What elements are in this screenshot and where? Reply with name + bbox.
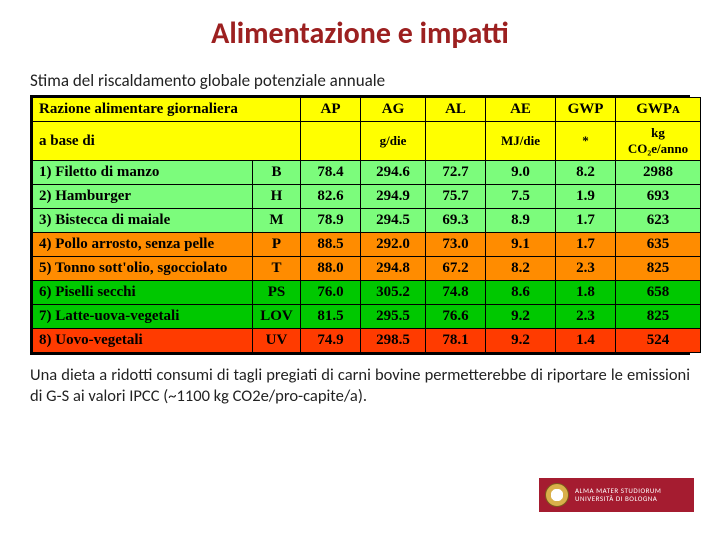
row-value: 524 [616, 329, 701, 353]
row-value: 81.5 [301, 305, 361, 329]
university-logo: ALMA MATER STUDIORUM UNIVERSITÀ DI BOLOG… [539, 478, 694, 512]
header-col-4: GWP [556, 98, 616, 122]
header-unit-5: kg CO₂e/anno [616, 122, 701, 161]
row-value: 76.6 [426, 305, 486, 329]
row-value: 1.7 [556, 209, 616, 233]
row-label: 4) Pollo arrosto, senza pelle [33, 233, 253, 257]
table-row: 2) HamburgerH82.6294.975.77.51.9693 [33, 185, 701, 209]
header-unit-0 [301, 122, 361, 161]
logo-text: ALMA MATER STUDIORUM UNIVERSITÀ DI BOLOG… [575, 487, 661, 502]
header-col-5: GWPᴀ [616, 98, 701, 122]
row-code: UV [253, 329, 301, 353]
row-value: 88.0 [301, 257, 361, 281]
table-row: 1) Filetto di manzoB78.4294.672.79.08.22… [33, 161, 701, 185]
row-value: 9.2 [486, 329, 556, 353]
header-col-1: AG [361, 98, 426, 122]
table-row: 6) Piselli secchiPS76.0305.274.88.61.865… [33, 281, 701, 305]
table-row: 8) Uovo-vegetaliUV74.9298.578.19.21.4524 [33, 329, 701, 353]
header-unit-1: g/die [361, 122, 426, 161]
row-value: 1.4 [556, 329, 616, 353]
row-value: 9.2 [486, 305, 556, 329]
row-value: 78.4 [301, 161, 361, 185]
row-label: 3) Bistecca di maiale [33, 209, 253, 233]
row-value: 8.6 [486, 281, 556, 305]
row-code: LOV [253, 305, 301, 329]
header-col-3: AE [486, 98, 556, 122]
row-value: 76.0 [301, 281, 361, 305]
row-value: 72.7 [426, 161, 486, 185]
row-code: B [253, 161, 301, 185]
row-value: 74.8 [426, 281, 486, 305]
header-unit-3: MJ/die [486, 122, 556, 161]
row-value: 78.9 [301, 209, 361, 233]
row-value: 69.3 [426, 209, 486, 233]
row-value: 693 [616, 185, 701, 209]
row-value: 2.3 [556, 257, 616, 281]
header-left-l1: Razione alimentare giornaliera [33, 98, 301, 122]
row-value: 825 [616, 257, 701, 281]
data-table: Razione alimentare giornalieraAPAGALAEGW… [32, 97, 701, 353]
row-value: 294.5 [361, 209, 426, 233]
row-value: 9.1 [486, 233, 556, 257]
row-value: 1.9 [556, 185, 616, 209]
row-value: 8.2 [556, 161, 616, 185]
row-label: 6) Piselli secchi [33, 281, 253, 305]
header-unit-2 [426, 122, 486, 161]
row-value: 1.8 [556, 281, 616, 305]
header-col-2: AL [426, 98, 486, 122]
row-value: 75.7 [426, 185, 486, 209]
row-value: 298.5 [361, 329, 426, 353]
row-value: 78.1 [426, 329, 486, 353]
table-row: 5) Tonno sott'olio, sgocciolatoT88.0294.… [33, 257, 701, 281]
row-value: 825 [616, 305, 701, 329]
row-code: PS [253, 281, 301, 305]
row-value: 305.2 [361, 281, 426, 305]
row-value: 294.6 [361, 161, 426, 185]
row-value: 7.5 [486, 185, 556, 209]
row-code: P [253, 233, 301, 257]
seal-icon [545, 483, 569, 507]
row-value: 623 [616, 209, 701, 233]
table-row: 3) Bistecca di maialeM78.9294.569.38.91.… [33, 209, 701, 233]
row-label: 2) Hamburger [33, 185, 253, 209]
subtitle: Stima del riscaldamento globale potenzia… [30, 70, 690, 91]
row-value: 295.5 [361, 305, 426, 329]
row-value: 292.0 [361, 233, 426, 257]
page-title: Alimentazione e impatti [30, 15, 690, 52]
header-col-0: AP [301, 98, 361, 122]
table-row: 4) Pollo arrosto, senza pelleP88.5292.07… [33, 233, 701, 257]
header-unit-4: * [556, 122, 616, 161]
row-label: 8) Uovo-vegetali [33, 329, 253, 353]
row-value: 8.9 [486, 209, 556, 233]
row-value: 67.2 [426, 257, 486, 281]
row-code: H [253, 185, 301, 209]
row-code: M [253, 209, 301, 233]
row-value: 73.0 [426, 233, 486, 257]
row-label: 7) Latte-uova-vegetali [33, 305, 253, 329]
row-value: 88.5 [301, 233, 361, 257]
header-left-l2: a base di [33, 122, 301, 161]
row-label: 5) Tonno sott'olio, sgocciolato [33, 257, 253, 281]
row-value: 9.0 [486, 161, 556, 185]
row-label: 1) Filetto di manzo [33, 161, 253, 185]
row-value: 1.7 [556, 233, 616, 257]
row-code: T [253, 257, 301, 281]
row-value: 635 [616, 233, 701, 257]
row-value: 2988 [616, 161, 701, 185]
row-value: 74.9 [301, 329, 361, 353]
row-value: 294.9 [361, 185, 426, 209]
footer-text: Una dieta a ridotti consumi di tagli pre… [30, 365, 690, 406]
row-value: 294.8 [361, 257, 426, 281]
row-value: 82.6 [301, 185, 361, 209]
row-value: 8.2 [486, 257, 556, 281]
row-value: 2.3 [556, 305, 616, 329]
data-table-wrapper: Razione alimentare giornalieraAPAGALAEGW… [30, 95, 690, 355]
table-row: 7) Latte-uova-vegetaliLOV81.5295.576.69.… [33, 305, 701, 329]
row-value: 658 [616, 281, 701, 305]
